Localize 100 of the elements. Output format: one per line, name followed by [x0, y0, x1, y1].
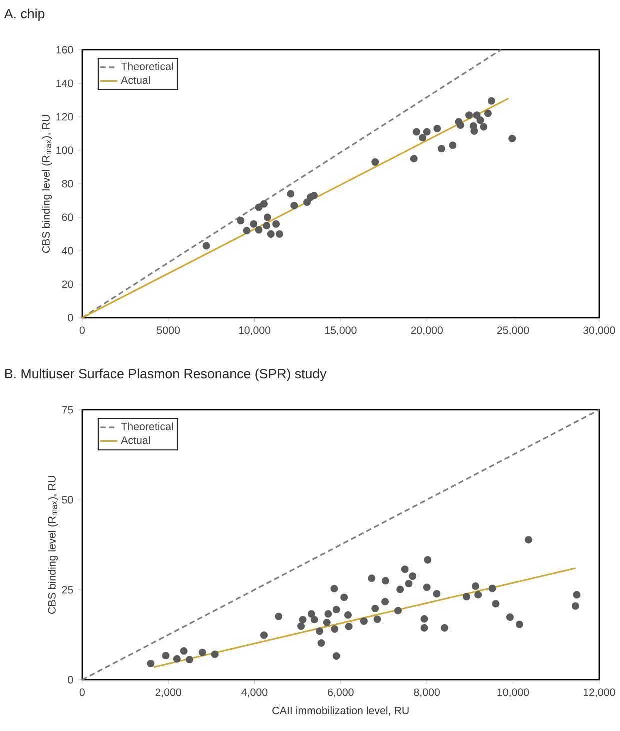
point [368, 574, 376, 582]
y-tick-label: 160 [56, 46, 74, 54]
y-axis-title: CBS binding level (R$_{max}$), RU [42, 115, 52, 253]
point [299, 616, 307, 624]
point [409, 572, 417, 580]
x-tick-label: 4,000 [242, 688, 268, 698]
point [332, 652, 340, 660]
y-tick-label: 40 [62, 247, 74, 255]
point [260, 632, 268, 640]
y-tick-label: 0 [68, 314, 74, 322]
y-tick-label: 25 [62, 586, 74, 594]
point [308, 610, 316, 618]
point [423, 584, 431, 592]
y-tick-label: 20 [62, 280, 74, 288]
point [310, 192, 318, 200]
x-tick-label: 30,000 [583, 326, 616, 336]
point [260, 200, 268, 208]
point [456, 122, 464, 130]
point [276, 230, 284, 238]
point [470, 127, 478, 135]
legend-label: Theoretical [121, 422, 174, 430]
point [394, 607, 402, 615]
point [297, 622, 305, 630]
point [332, 606, 340, 614]
x-tick-label: 20,000 [411, 326, 443, 336]
point [401, 566, 409, 574]
point [506, 614, 514, 622]
point [323, 619, 331, 626]
point [186, 656, 194, 664]
point [243, 227, 251, 235]
point [473, 112, 481, 120]
point [147, 660, 155, 668]
legend-label: Actual [121, 76, 150, 84]
point [396, 586, 404, 594]
point [360, 618, 368, 626]
point [202, 242, 210, 250]
point [272, 220, 280, 228]
point [433, 590, 441, 598]
point [318, 640, 326, 648]
point [474, 591, 482, 599]
point [374, 616, 382, 624]
point [381, 598, 389, 606]
point [262, 222, 270, 230]
x-tick-label: 12,000 [584, 688, 616, 698]
point [372, 158, 380, 166]
point [465, 112, 473, 120]
point [198, 648, 206, 656]
point [449, 142, 457, 150]
point [438, 145, 446, 153]
point [330, 585, 338, 593]
chart-title: B. Multiuser Surface Plasmon Resonance (SPR) study [5, 368, 327, 382]
point [275, 612, 283, 620]
x-tick-label: 15,000 [325, 326, 357, 336]
point [423, 128, 431, 136]
point [480, 123, 488, 131]
point [303, 198, 311, 206]
x-tick-label: 8,000 [414, 688, 440, 698]
point [162, 652, 170, 660]
point [250, 220, 258, 228]
point [434, 124, 442, 132]
point [255, 204, 263, 212]
y-tick-label: 100 [56, 146, 74, 154]
point [412, 128, 420, 136]
point [382, 577, 390, 585]
y-tick-label: 60 [62, 214, 74, 222]
point [488, 584, 496, 592]
point [424, 556, 432, 564]
point [462, 593, 470, 601]
x-tick-label: 6,000 [328, 688, 354, 698]
point [372, 604, 380, 612]
point [287, 190, 295, 198]
y-axis-title: CBS binding level (R$_{max}$), RU [48, 476, 58, 614]
point [488, 97, 496, 105]
point [255, 226, 263, 234]
point [345, 622, 353, 630]
y-tick-label: 50 [62, 496, 74, 504]
y-tick-label: 140 [56, 80, 74, 88]
point [316, 628, 324, 636]
y-tick-label: 75 [62, 406, 74, 414]
point [476, 116, 484, 124]
point [573, 591, 581, 599]
legend-label: Actual [121, 436, 150, 444]
point [472, 582, 480, 590]
point [264, 214, 272, 222]
point [508, 135, 516, 143]
point [484, 110, 492, 118]
y-tick-label: 0 [68, 676, 74, 684]
point [418, 134, 426, 142]
point [440, 624, 448, 632]
point [173, 655, 181, 663]
point [324, 610, 332, 618]
point [410, 155, 418, 163]
x-tick-label: 10,000 [498, 688, 530, 698]
point [340, 594, 348, 602]
point [331, 626, 339, 633]
y-tick-label: 120 [56, 113, 74, 121]
x-tick-label: 25,000 [497, 326, 530, 336]
point [237, 217, 245, 225]
x-tick-label: 10,000 [239, 326, 271, 336]
x-tick-label: 5000 [157, 326, 180, 334]
